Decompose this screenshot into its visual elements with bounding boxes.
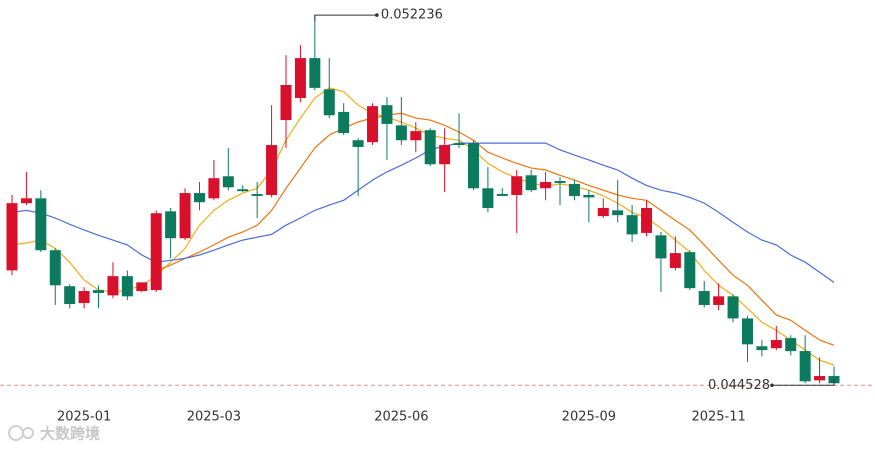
candle-body — [93, 290, 105, 293]
candle-body — [713, 296, 725, 305]
candle-body — [381, 105, 393, 124]
candle-body — [525, 175, 537, 191]
high-annotation-dot — [375, 13, 379, 17]
candle-body — [785, 338, 797, 352]
candle-body — [78, 291, 90, 304]
candle-body — [352, 140, 364, 147]
watermark: 大数跨境 — [40, 425, 100, 443]
candle-body — [684, 252, 696, 289]
candle-body — [222, 176, 234, 188]
candle-body — [756, 346, 768, 351]
candle-body — [309, 58, 321, 88]
candle-body — [179, 193, 191, 239]
candle-body — [280, 85, 292, 121]
candle-body — [395, 125, 407, 141]
candle-body — [6, 203, 18, 271]
candle-body — [323, 89, 335, 116]
candle-body — [554, 181, 566, 183]
candle-body — [727, 296, 739, 319]
candle-body — [266, 145, 278, 195]
watermark-logo — [8, 425, 34, 441]
candle-body — [698, 291, 710, 305]
candle-body — [467, 143, 479, 189]
candle-body — [208, 178, 220, 199]
low-annotation-label: 0.044528 — [708, 378, 770, 393]
candle-body — [107, 276, 119, 296]
moving-average-line — [11, 87, 835, 366]
candle-body — [35, 198, 47, 251]
candle-body — [597, 207, 609, 217]
x-tick-label: 2025-11 — [691, 410, 745, 425]
candle-body — [150, 213, 162, 291]
candle-body — [49, 250, 61, 286]
candle-body — [121, 276, 133, 297]
candle-body — [741, 318, 753, 345]
candle-body — [251, 194, 263, 196]
candle-body — [496, 194, 508, 196]
candle-body — [583, 194, 595, 198]
candle-body — [626, 215, 638, 235]
candle-body — [367, 106, 379, 143]
candle-body — [770, 340, 782, 349]
candle-body — [193, 193, 205, 203]
candle-body — [540, 182, 552, 189]
candle-body — [453, 143, 465, 146]
candle-body — [424, 130, 436, 165]
candle-body — [136, 282, 148, 292]
candle-body — [511, 176, 523, 195]
x-tick-label: 2025-06 — [374, 410, 428, 425]
low-annotation-dot — [770, 383, 774, 388]
candle-body — [410, 131, 422, 141]
candle-body — [294, 58, 306, 98]
candle-body — [165, 211, 177, 239]
candle-body — [482, 188, 494, 208]
candle-body — [64, 286, 76, 305]
candle-body — [237, 189, 249, 192]
candle-body — [814, 376, 826, 381]
candle-body — [641, 207, 653, 233]
candle-body — [655, 235, 667, 259]
moving-average-line — [11, 142, 835, 283]
x-tick-label: 2025-03 — [187, 410, 241, 425]
x-tick-label: 2025-09 — [562, 410, 616, 425]
candle-body — [568, 183, 580, 196]
candle-body — [612, 210, 624, 216]
high-annotation-line — [314, 14, 377, 22]
moving-average-line — [155, 112, 835, 346]
candle-body — [20, 198, 32, 204]
high-annotation-label: 0.052236 — [381, 8, 443, 23]
candle-body — [799, 351, 811, 382]
x-tick-label: 2025-01 — [57, 410, 111, 425]
candle-body — [338, 111, 350, 134]
candle-body — [439, 145, 451, 165]
candle-body — [669, 253, 681, 268]
low-annotation-line — [772, 379, 835, 386]
